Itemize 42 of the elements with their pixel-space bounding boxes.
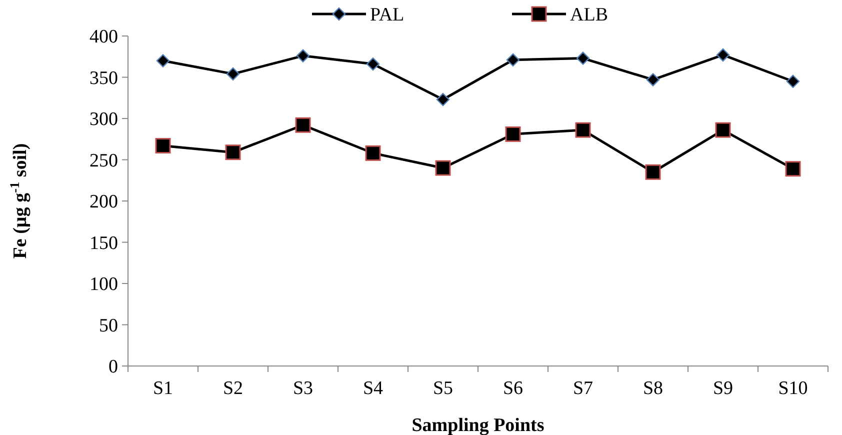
- x-tick-label: S5: [432, 378, 454, 399]
- point: [785, 161, 801, 177]
- y-tick-label: 350: [90, 68, 118, 89]
- point: [296, 49, 310, 62]
- point: [365, 145, 381, 161]
- point: [506, 53, 520, 67]
- y-tick-label: 50: [99, 315, 118, 336]
- point: [505, 126, 521, 142]
- point: [576, 52, 590, 65]
- x-tick-label: S4: [362, 378, 384, 399]
- x-tick-label: S6: [502, 378, 524, 399]
- y-tick-label: 0: [108, 356, 118, 378]
- y-tick-label: 150: [90, 232, 118, 254]
- point: [366, 57, 380, 71]
- legend-label: ALB: [570, 4, 608, 26]
- legend-label: PAL: [370, 4, 404, 26]
- point: [716, 48, 730, 62]
- y-tick-label: 200: [90, 192, 118, 213]
- point: [786, 74, 800, 88]
- y-tick-label: 250: [90, 150, 118, 172]
- point: [645, 164, 661, 180]
- point: [156, 54, 170, 68]
- x-tick-label: S8: [642, 378, 664, 399]
- point: [225, 144, 241, 160]
- point: [575, 122, 591, 138]
- y-tick-label: 300: [90, 109, 118, 130]
- point: [435, 160, 451, 176]
- y-tick-label: 400: [90, 26, 118, 48]
- x-axis-title: Sampling Points: [412, 415, 544, 435]
- point: [646, 73, 660, 86]
- point: [715, 122, 731, 138]
- point: [226, 67, 240, 81]
- y-tick-label: 100: [90, 274, 118, 296]
- point: [436, 92, 450, 106]
- x-tick-label: S3: [292, 378, 314, 399]
- x-tick-label: S1: [152, 378, 174, 399]
- x-tick-label: S9: [712, 378, 734, 399]
- x-tick-label: S7: [572, 378, 594, 399]
- point: [155, 138, 171, 154]
- point: [295, 117, 311, 133]
- x-tick-label: S2: [222, 378, 244, 399]
- x-tick-label: S10: [778, 378, 808, 399]
